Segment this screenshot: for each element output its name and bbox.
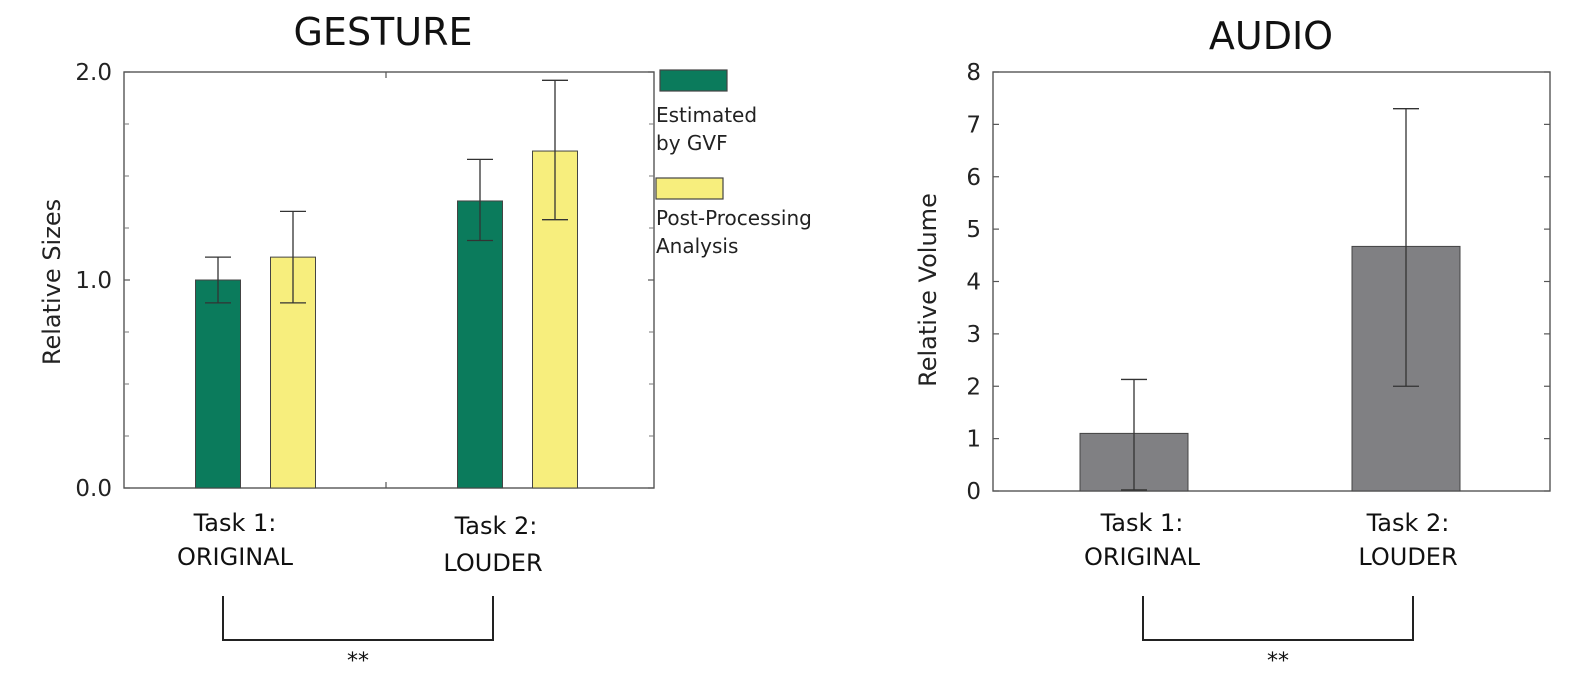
gesture-category-2-line1: Task 2: — [454, 512, 538, 540]
gesture-title: GESTURE — [293, 10, 472, 54]
audio-significance-marker: ** — [1267, 649, 1289, 674]
gesture-bar-s1-c2 — [457, 200, 503, 489]
gesture-y-tick-label: 2.0 — [75, 60, 112, 86]
gesture-y-tick-label: 0.0 — [75, 476, 112, 502]
audio-category-1-line1: Task 1: — [1100, 509, 1184, 537]
audio-y-tick-label: 1 — [966, 427, 981, 453]
gesture-chart: GESTURE Relative Sizes Task 1: ORIGINAL … — [38, 10, 812, 674]
audio-y-tick-label: 0 — [966, 479, 981, 505]
gesture-y-tick-label: 1.0 — [75, 268, 112, 294]
audio-y-tick-label: 4 — [966, 270, 981, 296]
gesture-y-axis-label: Relative Sizes — [38, 199, 66, 365]
gesture-bar-s2-c2 — [532, 150, 578, 489]
gesture-legend-label-2-line1: Post-Processing — [656, 206, 812, 230]
gesture-significance-marker: ** — [347, 649, 369, 674]
gesture-bar-s1-c1 — [195, 279, 241, 489]
audio-chart: AUDIO Relative Volume Task 1: ORIGINAL T… — [914, 14, 1551, 674]
audio-category-2-line1: Task 2: — [1366, 509, 1450, 537]
audio-y-tick-label: 3 — [966, 322, 981, 348]
gesture-legend-label-1-line1: Estimated — [656, 103, 757, 127]
audio-y-tick-label: 6 — [966, 165, 981, 191]
audio-title: AUDIO — [1209, 14, 1333, 58]
audio-plot-frame — [992, 71, 1551, 492]
gesture-category-1-line1: Task 1: — [193, 509, 277, 537]
audio-y-tick-label: 8 — [966, 60, 981, 86]
audio-y-tick-label: 7 — [966, 112, 981, 138]
gesture-legend-swatch-1 — [659, 69, 728, 92]
gesture-legend-swatch-2 — [655, 177, 724, 200]
audio-y-axis-label: Relative Volume — [914, 193, 942, 387]
audio-category-1-line2: ORIGINAL — [1084, 543, 1201, 571]
gesture-legend-label-1-line2: by GVF — [656, 131, 728, 155]
audio-y-tick-label: 5 — [966, 217, 981, 243]
gesture-significance-bracket — [222, 596, 494, 641]
gesture-legend-label-2-line2: Analysis — [656, 234, 738, 258]
audio-category-2-line2: LOUDER — [1358, 543, 1457, 571]
gesture-category-1-line2: ORIGINAL — [177, 543, 294, 571]
gesture-category-2-line2: LOUDER — [443, 549, 542, 577]
audio-y-tick-label: 2 — [966, 374, 981, 400]
audio-significance-bracket — [1142, 596, 1414, 641]
